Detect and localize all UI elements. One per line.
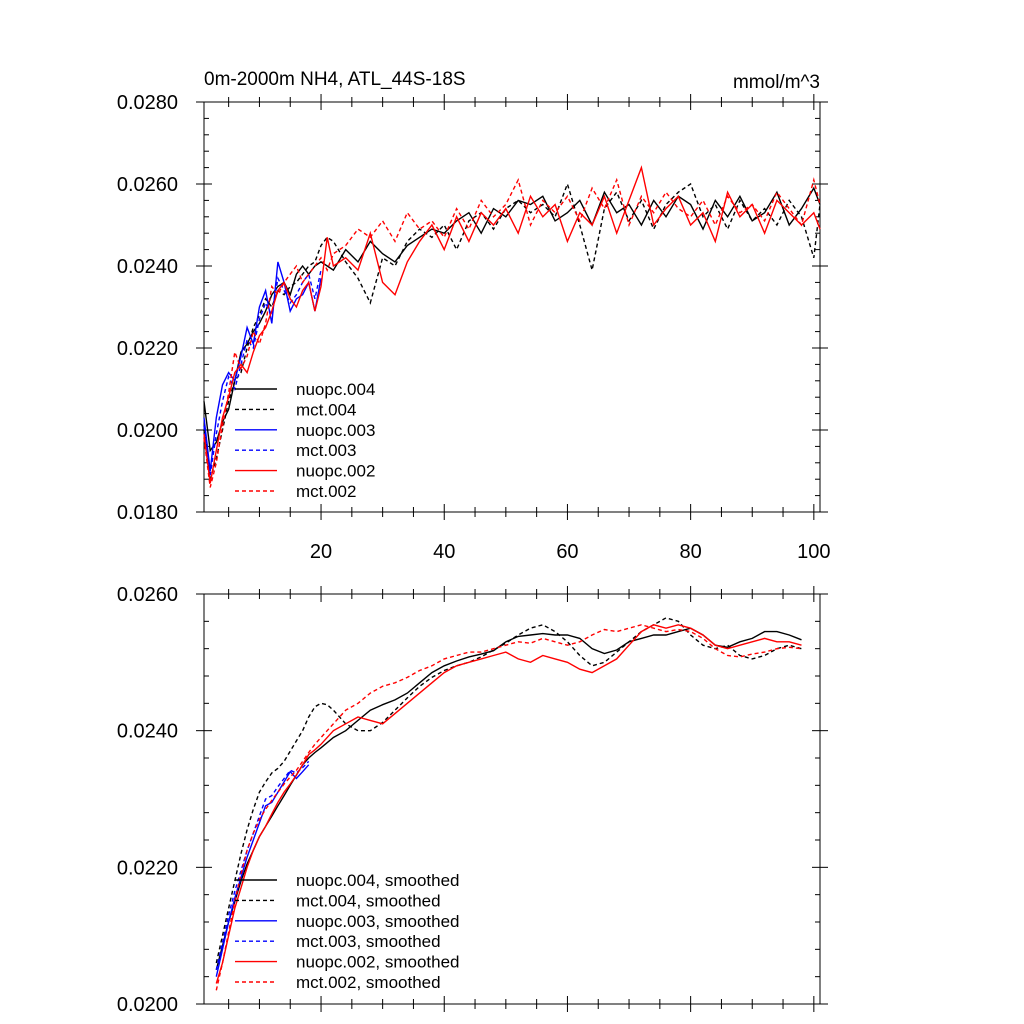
plot-frame xyxy=(203,101,821,513)
legend-label: nuopc.002 xyxy=(296,462,375,481)
series-group xyxy=(215,617,802,991)
legend-label: mct.004 xyxy=(296,400,356,419)
series-line-nuopc-004 xyxy=(203,186,821,453)
series-line-mct-004-smoothed xyxy=(215,617,802,964)
x-tick-label: 100 xyxy=(797,541,830,563)
series-line-nuopc-003-smoothed xyxy=(215,764,310,977)
x-tick-label: 60 xyxy=(556,541,578,563)
bottom-panel: 0.0200 0.0220 0.0240 0.0260 nuopc.004, smoot… xyxy=(117,584,828,1016)
y-tick-label: 0.0260 xyxy=(117,174,178,196)
legend-label: nuopc.004, smoothed xyxy=(296,871,460,890)
series-line-nuopc-002 xyxy=(203,165,821,484)
legend-label: mct.003 xyxy=(296,441,356,460)
series-line-mct-002 xyxy=(203,177,821,488)
y-tick-label: 0.0200 xyxy=(117,420,178,442)
legend-label: nuopc.002, smoothed xyxy=(296,953,460,972)
series-line-nuopc-004-smoothed xyxy=(215,627,802,970)
top-panel: 0.0180 0.0200 0.0220 0.0240 0.0260 0.0280 20 40… xyxy=(117,69,831,563)
series-line-mct-002-smoothed xyxy=(215,624,802,991)
y-tick-label: 0.0220 xyxy=(117,857,178,879)
y-tick-label: 0.0280 xyxy=(117,92,178,114)
series-line-mct-004 xyxy=(203,181,821,480)
legend-label: mct.002 xyxy=(296,482,356,501)
legend-label: mct.002, smoothed xyxy=(296,973,441,992)
series-line-nuopc-002-smoothed xyxy=(215,624,802,984)
x-tick-label: 20 xyxy=(310,541,332,563)
y-tick-label: 0.0240 xyxy=(117,721,178,743)
units-label: mmol/m^3 xyxy=(733,72,820,93)
series-line-mct-003-smoothed xyxy=(215,760,310,970)
y-tick-label: 0.0200 xyxy=(117,994,178,1016)
legend-label: nuopc.004 xyxy=(296,380,375,399)
y-tick-label: 0.0180 xyxy=(117,502,178,524)
y-tick-label: 0.0240 xyxy=(117,256,178,278)
plot-frame xyxy=(203,593,821,1005)
series-line-mct-003 xyxy=(203,269,322,476)
x-tick-label: 40 xyxy=(433,541,455,563)
legend-label: mct.004, smoothed xyxy=(296,891,441,910)
legend-label: mct.003, smoothed xyxy=(296,932,441,951)
chart-title: 0m-2000m NH4, ATL_44S-18S xyxy=(204,69,466,90)
x-tick-label: 80 xyxy=(680,541,702,563)
legend-label: nuopc.003, smoothed xyxy=(296,912,460,931)
legend-label: nuopc.003 xyxy=(296,421,375,440)
series-group xyxy=(203,165,821,488)
series-line-nuopc-003 xyxy=(203,261,322,472)
y-tick-label: 0.0260 xyxy=(117,584,178,606)
y-tick-label: 0.0220 xyxy=(117,338,178,360)
